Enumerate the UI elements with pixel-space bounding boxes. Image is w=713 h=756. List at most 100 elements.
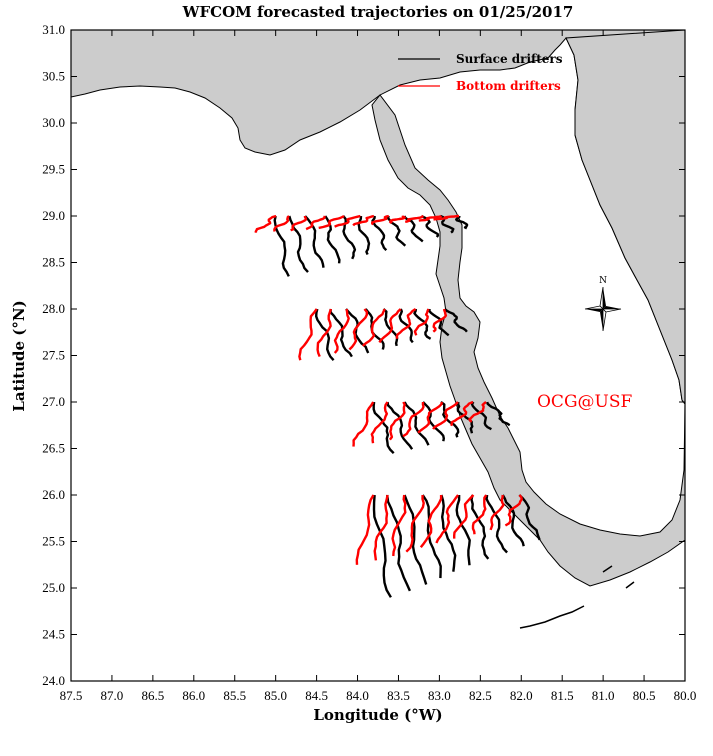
bottom-drifter-track bbox=[388, 215, 406, 224]
y-tick-label: 28.0 bbox=[42, 301, 65, 316]
compass-icon: N bbox=[584, 276, 622, 332]
bottom-drifter-track bbox=[388, 401, 406, 441]
bottom-drifter-track bbox=[405, 494, 425, 553]
y-tick-label: 25.0 bbox=[42, 580, 65, 595]
surface-drifter-track bbox=[345, 308, 370, 354]
x-tick-label: 81.0 bbox=[592, 688, 615, 703]
bottom-drifter-track bbox=[373, 494, 389, 561]
bottom-drifter-track bbox=[355, 494, 375, 565]
surface-drifter-track bbox=[421, 494, 442, 579]
bottom-drifter-track bbox=[348, 308, 368, 351]
axis-ticks: 87.5 87.0 86.5 86.0 85.5 85.0 84.5 84.0 83.5 83.0… bbox=[42, 22, 696, 703]
bottom-drifter-track bbox=[370, 401, 389, 444]
x-axis-label: Longitude (°W) bbox=[313, 706, 442, 724]
x-tick-label: 87.0 bbox=[101, 688, 124, 703]
map-title: WFCOM forecasted trajectories on 01/25/2… bbox=[182, 3, 574, 21]
surface-drifter-track bbox=[329, 308, 353, 358]
compass-north-label: N bbox=[599, 276, 607, 286]
bottom-drifter-track bbox=[433, 214, 460, 221]
y-tick-label: 26.5 bbox=[42, 441, 65, 456]
x-tick-label: 85.0 bbox=[264, 688, 287, 703]
surface-drifter-track bbox=[470, 401, 492, 431]
y-tick-label: 25.5 bbox=[42, 534, 65, 549]
y-tick-label: 26.0 bbox=[42, 487, 65, 502]
y-tick-label: 31.0 bbox=[42, 22, 65, 37]
x-tick-label: 83.5 bbox=[387, 688, 410, 703]
bottom-drifter-track bbox=[432, 308, 448, 333]
florida-peninsula bbox=[371, 30, 685, 587]
bottom-drifter-track bbox=[504, 494, 523, 527]
y-tick-label: 29.5 bbox=[42, 162, 65, 177]
surface-drifter-track bbox=[413, 308, 432, 340]
surface-drifter-track bbox=[324, 215, 341, 264]
surface-drifter-track bbox=[470, 494, 490, 560]
bottom-drifter-track bbox=[254, 214, 277, 233]
x-tick-label: 80.0 bbox=[674, 688, 697, 703]
y-tick-label: 24.0 bbox=[42, 673, 65, 688]
x-tick-label: 87.5 bbox=[60, 688, 83, 703]
bottom-drifter-track bbox=[334, 214, 361, 228]
x-tick-label: 84.5 bbox=[305, 688, 328, 703]
surface-drifter-track bbox=[440, 494, 457, 572]
surface-drifter-track bbox=[372, 401, 395, 455]
y-tick-label: 27.0 bbox=[42, 394, 65, 409]
x-tick-label: 86.0 bbox=[182, 688, 205, 703]
bottom-drifter-track bbox=[395, 307, 417, 339]
bottom-drifter-track bbox=[418, 215, 443, 222]
bottom-drifter-track bbox=[453, 494, 475, 539]
bottom-drifter-track bbox=[318, 214, 345, 230]
credit-label: OCG@USF bbox=[537, 392, 632, 412]
bottom-drifter-track bbox=[468, 401, 487, 423]
bottom-drifter-track bbox=[471, 494, 488, 535]
surface-drifter-track bbox=[444, 308, 468, 333]
x-tick-label: 80.5 bbox=[633, 688, 656, 703]
y-tick-label: 30.5 bbox=[42, 69, 65, 84]
bottom-drifter-track bbox=[352, 401, 375, 447]
y-tick-label: 27.5 bbox=[42, 348, 65, 363]
bottom-drifter-track bbox=[305, 215, 326, 231]
bottom-drifter-track bbox=[333, 308, 350, 354]
legend: Surface drifters Bottom drifters bbox=[398, 52, 563, 93]
bottom-drifter-track bbox=[273, 215, 290, 232]
surface-drifter-track bbox=[382, 308, 399, 347]
bottom-drifter-track bbox=[298, 308, 318, 361]
x-tick-label: 84.0 bbox=[346, 688, 369, 703]
bottom-drifter-track bbox=[391, 494, 407, 557]
surface-drifter-track bbox=[485, 494, 508, 554]
surface-drifter-track bbox=[386, 401, 414, 450]
bottom-drifter-track bbox=[371, 214, 390, 226]
bottom-drifter-track bbox=[352, 214, 375, 227]
bottom-drifter-track bbox=[402, 401, 425, 438]
surface-drifter-track bbox=[403, 494, 428, 585]
bottom-drifter-track bbox=[362, 308, 386, 347]
bottom-drifter-track bbox=[413, 308, 430, 336]
bottom-drifter-track bbox=[290, 215, 308, 232]
florida-keys bbox=[519, 565, 635, 629]
land-layer bbox=[71, 30, 685, 629]
legend-label-surface: Surface drifters bbox=[456, 52, 563, 66]
surface-drifter-track bbox=[456, 401, 474, 434]
surface-drifter-track bbox=[428, 308, 450, 337]
x-tick-label: 81.5 bbox=[551, 688, 574, 703]
surface-drifter-track bbox=[422, 401, 445, 442]
x-tick-label: 85.5 bbox=[223, 688, 246, 703]
surface-drifter-track bbox=[288, 215, 309, 273]
bottom-drifter-track bbox=[378, 308, 402, 344]
y-tick-label: 28.5 bbox=[42, 255, 65, 270]
surface-drifter-track bbox=[501, 494, 525, 547]
x-tick-label: 82.5 bbox=[469, 688, 492, 703]
x-tick-label: 86.5 bbox=[141, 688, 164, 703]
surface-drifter-track bbox=[386, 494, 411, 592]
surface-drifter-track bbox=[372, 494, 392, 598]
x-tick-label: 83.0 bbox=[428, 688, 451, 703]
surface-drifter-track bbox=[486, 401, 511, 427]
bottom-drifter-track bbox=[419, 495, 443, 549]
bottom-drifter-track bbox=[432, 401, 459, 430]
bottom-drifter-track bbox=[449, 400, 474, 427]
bottom-drifter-track bbox=[417, 401, 443, 434]
legend-label-bottom: Bottom drifters bbox=[456, 79, 561, 93]
x-tick-label: 82.0 bbox=[510, 688, 533, 703]
bottom-drifter-track bbox=[404, 214, 424, 223]
bottom-drifter-track bbox=[489, 494, 505, 531]
